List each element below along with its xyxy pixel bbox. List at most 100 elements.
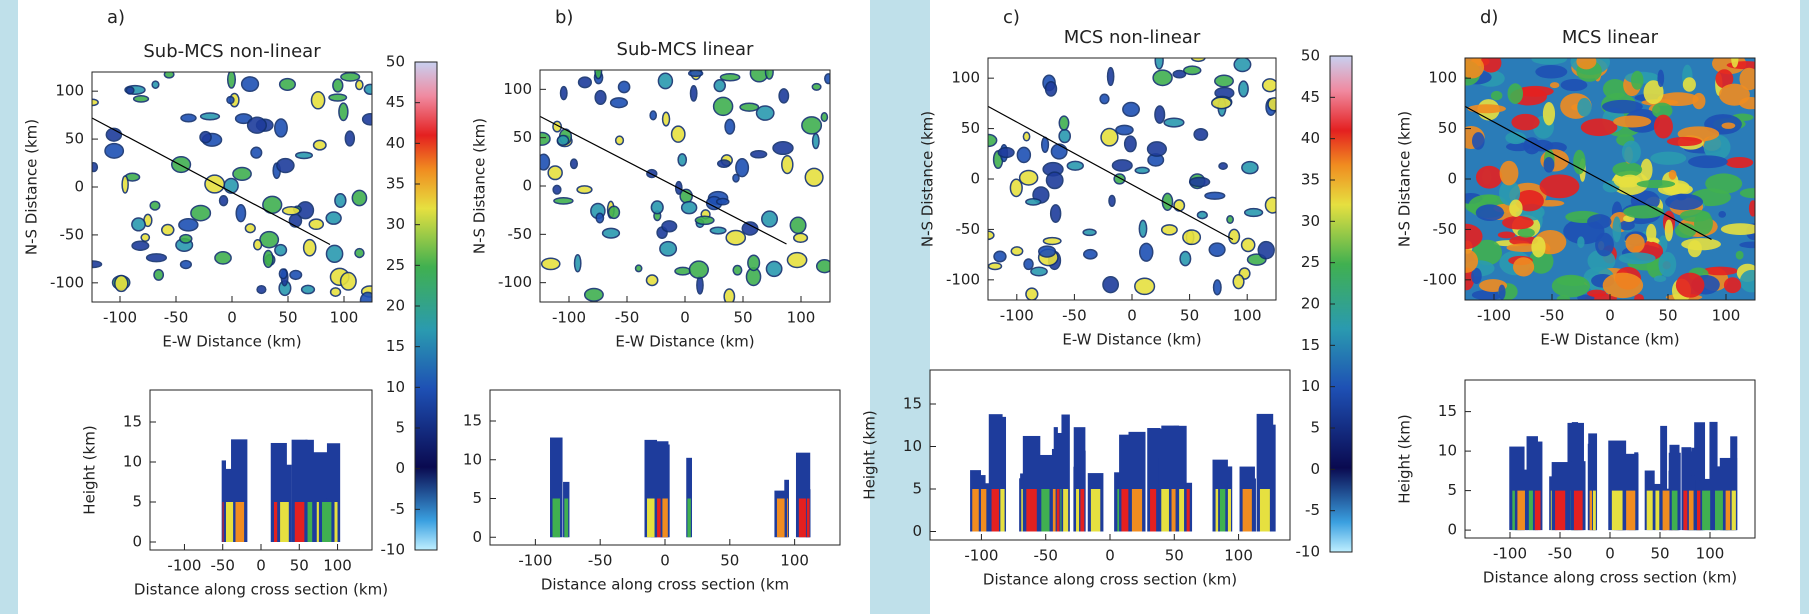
echo bbox=[1612, 161, 1643, 178]
echo bbox=[801, 116, 823, 135]
echo bbox=[1543, 157, 1555, 173]
echo bbox=[569, 158, 579, 170]
echo-core bbox=[654, 498, 665, 538]
plan-field bbox=[92, 72, 372, 302]
echo bbox=[300, 284, 316, 295]
echo bbox=[1193, 127, 1209, 141]
echo-column bbox=[1526, 436, 1538, 531]
echo bbox=[250, 146, 263, 159]
section-field bbox=[550, 437, 811, 538]
echo bbox=[735, 158, 750, 178]
colorbar-label: 35 bbox=[1301, 171, 1320, 189]
y-axis-label: Height (km) bbox=[81, 425, 99, 514]
echo bbox=[739, 102, 760, 112]
echo bbox=[163, 72, 175, 79]
echo bbox=[160, 223, 175, 237]
echo-column bbox=[1532, 441, 1543, 531]
x-tick-label: 100 bbox=[1224, 547, 1253, 565]
echo bbox=[1123, 135, 1137, 153]
echo bbox=[661, 111, 671, 127]
echo bbox=[1040, 136, 1050, 153]
echo bbox=[1465, 249, 1479, 273]
echo-core bbox=[776, 498, 785, 538]
echo bbox=[1505, 131, 1527, 145]
echo-column bbox=[1057, 432, 1064, 532]
echo bbox=[764, 70, 774, 80]
colorbar-label: -10 bbox=[1296, 543, 1321, 561]
panel-title: MCS linear bbox=[1562, 27, 1659, 48]
echo bbox=[1512, 257, 1535, 277]
echo bbox=[540, 131, 551, 146]
echo-column bbox=[1119, 434, 1131, 532]
echo bbox=[1042, 236, 1062, 246]
echo bbox=[294, 151, 314, 160]
echo-column bbox=[1061, 414, 1070, 532]
echo bbox=[1208, 242, 1226, 257]
echo bbox=[351, 189, 368, 207]
echo bbox=[1108, 194, 1116, 207]
echo bbox=[1023, 258, 1034, 271]
echo bbox=[547, 165, 563, 181]
echo bbox=[262, 249, 274, 269]
plan-field bbox=[1465, 58, 1755, 300]
echo bbox=[1179, 250, 1192, 267]
colorbar-label: -5 bbox=[390, 500, 405, 518]
x-axis-label: E-W Distance (km) bbox=[615, 333, 754, 351]
echo bbox=[556, 134, 570, 147]
y-tick-label: 0 bbox=[912, 522, 922, 540]
echo bbox=[1102, 276, 1120, 294]
x-tick-label: 100 bbox=[787, 309, 816, 327]
echo bbox=[179, 233, 193, 244]
echo bbox=[1535, 65, 1568, 79]
echo bbox=[1045, 171, 1064, 190]
echo bbox=[121, 175, 129, 194]
echo bbox=[1160, 224, 1178, 236]
echo-column bbox=[1660, 425, 1668, 531]
y-tick-label: 5 bbox=[1447, 481, 1457, 499]
echo bbox=[573, 253, 582, 273]
echo bbox=[559, 85, 568, 101]
echo bbox=[1675, 223, 1697, 239]
x-axis-label: Distance along cross section (km bbox=[541, 576, 789, 594]
echo bbox=[328, 93, 348, 102]
panel-title: MCS non-linear bbox=[1064, 27, 1201, 48]
echo-core bbox=[1242, 489, 1252, 532]
echo bbox=[761, 210, 779, 228]
echo bbox=[688, 70, 704, 78]
echo bbox=[786, 251, 808, 269]
echo bbox=[1715, 69, 1734, 89]
echo bbox=[1623, 205, 1664, 219]
echo-core bbox=[1731, 490, 1736, 531]
section-line bbox=[987, 105, 1234, 241]
echo bbox=[988, 262, 1003, 271]
echo bbox=[344, 130, 356, 147]
echo bbox=[696, 275, 704, 295]
echo bbox=[1619, 220, 1635, 231]
y-tick-label: 100 bbox=[951, 69, 980, 87]
section-line bbox=[1464, 105, 1712, 241]
plan-field bbox=[988, 58, 1276, 300]
colorbar-label: 0 bbox=[1310, 460, 1320, 478]
echo bbox=[1679, 209, 1711, 222]
echo bbox=[719, 73, 741, 82]
echo bbox=[1037, 245, 1057, 258]
echo bbox=[1651, 102, 1673, 119]
x-tick-label: 50 bbox=[290, 557, 309, 575]
echo-core bbox=[1150, 489, 1157, 532]
echo-core bbox=[1611, 490, 1623, 531]
echo bbox=[1675, 272, 1705, 298]
x-tick-label: -100 bbox=[1000, 307, 1034, 325]
y-axis-label: Height (km) bbox=[861, 410, 879, 499]
echo bbox=[1480, 58, 1502, 73]
echo bbox=[1702, 266, 1739, 276]
x-tick-label: 50 bbox=[1658, 307, 1677, 325]
colorbar-label: 10 bbox=[386, 378, 405, 396]
y-tick-label: -50 bbox=[956, 220, 981, 238]
echo bbox=[114, 274, 129, 293]
y-tick-label: 50 bbox=[513, 128, 532, 146]
echo bbox=[145, 253, 168, 263]
x-tick-label: 0 bbox=[1605, 307, 1615, 325]
echo bbox=[1025, 287, 1039, 300]
echo bbox=[310, 90, 326, 110]
echo bbox=[1668, 169, 1677, 180]
